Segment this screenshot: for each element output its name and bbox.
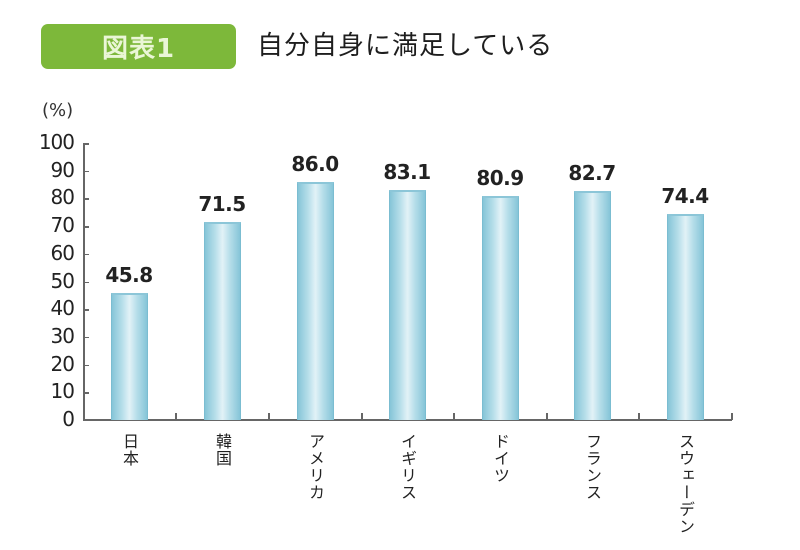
- y-tick-label: 20: [50, 351, 75, 376]
- y-tick-mark: [83, 281, 89, 283]
- x-tick-mark: [268, 413, 270, 420]
- x-tick-mark: [453, 413, 455, 420]
- category-label: フランス: [583, 433, 602, 501]
- y-tick-label: 0: [62, 407, 75, 431]
- y-tick-mark: [83, 336, 89, 339]
- y-tick-label: 100: [38, 130, 75, 154]
- chart-title: 自分自身に満足している: [257, 31, 554, 61]
- bar-value-label: 71.5: [198, 191, 246, 216]
- y-tick-label: 70: [50, 213, 75, 238]
- category-label: 韓国: [213, 433, 232, 467]
- bar: [666, 213, 704, 420]
- bar-value-label: 45.8: [105, 263, 153, 288]
- bar: [573, 190, 611, 420]
- y-tick-mark: [83, 364, 89, 367]
- y-axis-unit: (%): [42, 100, 74, 121]
- y-tick-label: 30: [50, 323, 75, 348]
- category-label: アメリカ: [306, 433, 325, 501]
- bar-value-label: 83.1: [383, 159, 431, 184]
- x-axis-line: [83, 419, 732, 421]
- y-tick-label: 90: [50, 157, 75, 182]
- category-label: 日本: [120, 433, 139, 467]
- bar: [388, 189, 426, 420]
- y-tick-mark: [83, 143, 89, 145]
- bar: [110, 293, 148, 420]
- bar-value-label: 80.9: [476, 165, 524, 190]
- x-tick-mark: [731, 413, 733, 420]
- y-tick-label: 80: [50, 185, 75, 210]
- bar: [203, 221, 241, 420]
- x-tick-mark: [361, 413, 363, 420]
- y-tick-mark: [83, 253, 89, 256]
- y-tick-label: 40: [50, 296, 75, 321]
- bar: [481, 195, 519, 420]
- y-tick-label: 10: [50, 379, 75, 404]
- x-tick-mark: [638, 413, 640, 420]
- y-tick-mark: [83, 198, 89, 200]
- x-tick-mark: [175, 413, 177, 420]
- figure-badge: 図表1: [41, 24, 236, 69]
- bar: [296, 181, 334, 420]
- y-tick-label: 60: [50, 240, 75, 265]
- y-tick-mark: [83, 309, 89, 311]
- category-label: イギリス: [398, 433, 417, 501]
- category-label: ドイツ: [491, 433, 510, 484]
- bar-value-label: 82.7: [568, 160, 616, 185]
- y-tick-label: 50: [50, 268, 75, 293]
- category-label: スウェーデン: [676, 433, 695, 535]
- bar-value-label: 74.4: [661, 183, 709, 208]
- y-tick-mark: [83, 170, 89, 173]
- bar-value-label: 86.0: [291, 151, 339, 176]
- figure-badge-label: 図表1: [101, 34, 176, 64]
- y-tick-mark: [83, 226, 89, 228]
- x-tick-mark: [546, 413, 548, 420]
- y-tick-mark: [83, 392, 89, 394]
